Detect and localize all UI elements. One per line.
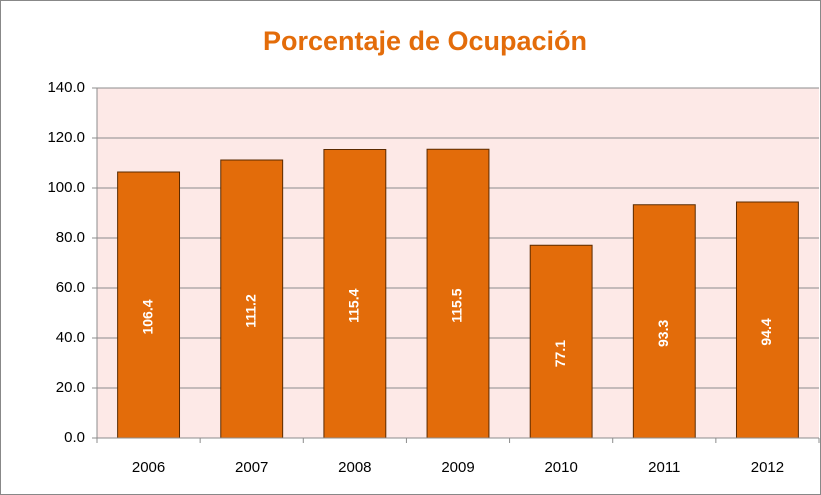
x-tick-label: 2008 bbox=[338, 459, 371, 476]
x-tick-label: 2011 bbox=[648, 459, 680, 476]
x-tick-label: 2007 bbox=[235, 459, 268, 476]
value-label: 77.1 bbox=[552, 340, 568, 367]
bar bbox=[735, 201, 799, 439]
bar bbox=[632, 204, 696, 439]
bar bbox=[426, 148, 490, 439]
y-tick-label: 20.0 bbox=[56, 379, 85, 396]
value-label: 106.4 bbox=[139, 299, 155, 334]
value-label: 115.4 bbox=[346, 288, 362, 322]
value-label: 93.3 bbox=[655, 320, 671, 347]
x-tick-label: 2010 bbox=[544, 459, 577, 476]
x-tick-label: 2009 bbox=[441, 459, 474, 476]
y-tick-label: 140.0 bbox=[47, 79, 85, 96]
value-label: 111.2 bbox=[242, 294, 258, 328]
value-label: 94.4 bbox=[758, 318, 774, 345]
bar bbox=[220, 159, 284, 439]
y-tick-label: 60.0 bbox=[56, 279, 85, 296]
y-tick-label: 0.0 bbox=[64, 429, 85, 446]
y-tick-label: 100.0 bbox=[47, 179, 85, 196]
chart-title: Porcentaje de Ocupación bbox=[263, 26, 587, 56]
bar bbox=[529, 244, 593, 439]
y-tick-label: 80.0 bbox=[56, 229, 85, 246]
y-tick-label: 40.0 bbox=[56, 329, 85, 346]
value-label: 115.5 bbox=[449, 288, 465, 322]
x-tick-label: 2006 bbox=[132, 459, 165, 476]
x-tick-label: 2012 bbox=[751, 459, 784, 476]
y-tick-label: 120.0 bbox=[47, 129, 85, 146]
bar bbox=[323, 149, 387, 439]
